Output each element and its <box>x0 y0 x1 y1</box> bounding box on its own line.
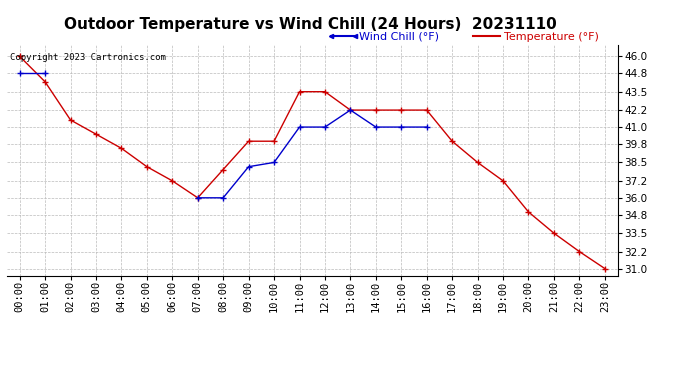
Text: Outdoor Temperature vs Wind Chill (24 Hours)  20231110: Outdoor Temperature vs Wind Chill (24 Ho… <box>64 17 557 32</box>
Text: Temperature (°F): Temperature (°F) <box>504 32 599 42</box>
Text: Copyright 2023 Cartronics.com: Copyright 2023 Cartronics.com <box>10 53 166 62</box>
Text: Wind Chill (°F): Wind Chill (°F) <box>359 32 439 42</box>
